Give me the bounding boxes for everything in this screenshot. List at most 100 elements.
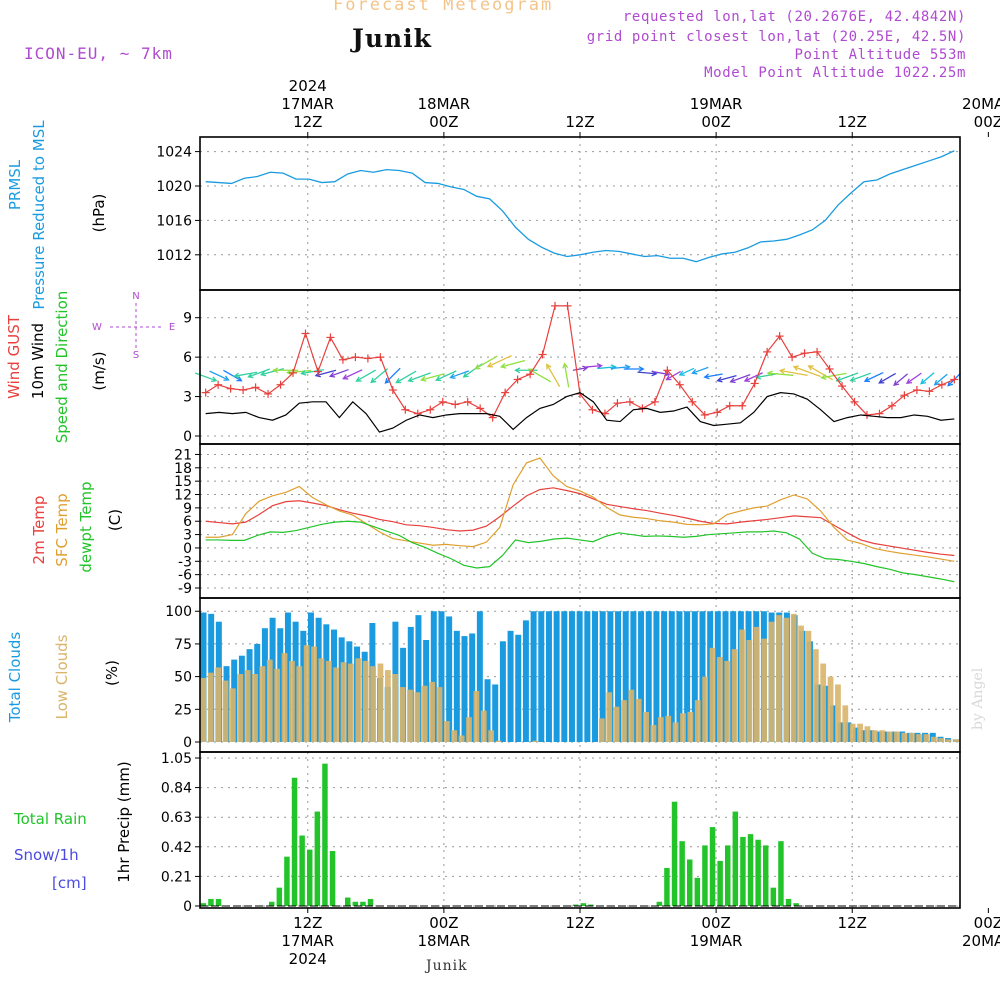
low-cloud-bar [694,700,701,742]
low-cloud-bar [812,649,819,742]
total-cloud-bar [277,628,284,742]
wind-direction-arrowhead [820,374,827,380]
rain-bar [770,887,777,906]
total-cloud-bar [284,612,291,742]
y-tick-label: 1020 [156,179,192,195]
wind-direction-arrowhead [766,370,773,377]
wind-direction-arrowhead [546,363,552,370]
low-cloud-bar [871,730,878,742]
total-cloud-bar [446,616,453,742]
low-cloud-bar [230,688,236,742]
wind-direction-arrow [934,373,948,386]
y-tick-label: -3 [178,554,192,570]
rain-bar [732,811,739,906]
low-cloud-bar [650,725,657,742]
low-cloud-bar [886,731,893,742]
low-cloud-bar [635,698,642,742]
panel-label: (m/s) [90,351,108,390]
wind-direction-arrow [666,370,681,381]
low-cloud-bar [783,617,790,742]
rain-bar [778,841,784,906]
low-cloud-bar [318,658,325,742]
low-cloud-bar [252,674,258,742]
low-cloud-bar [879,730,886,742]
panel-label: (hPa) [90,194,108,233]
time-label-bottom: 17MAR [281,932,334,950]
time-label-bottom: 2024 [289,950,327,968]
low-cloud-bar [798,625,804,742]
wind-direction-arrowhead [893,380,900,387]
total-cloud-bar [200,612,207,742]
wind-direction-arrow [793,366,821,378]
low-cloud-bar [348,663,354,742]
total-cloud-bar [438,611,445,742]
wind-direction-arrow [893,373,909,386]
wind-direction-arrow [436,370,457,381]
compass-south-label: S [133,350,139,361]
wind-direction-arrowhead [562,362,569,369]
wind-direction-arrowhead [384,377,391,384]
y-tick-label: 6 [183,514,192,530]
y-tick-label: 15 [174,474,192,490]
wind-direction-arrowhead [703,373,710,380]
panel-label: Speed and Direction [53,291,71,444]
y-tick-label: 0.84 [161,781,192,797]
y-tick-label: -6 [178,568,192,584]
panel-label: PRMSL [6,159,24,210]
panel-label: Total Rain [13,810,87,828]
wind-direction-arrowhead [905,378,913,384]
total-cloud-bar [538,611,545,742]
low-cloud-bar [370,666,376,742]
wind-direction-arrowhead [835,376,842,383]
low-cloud-bar [643,711,649,742]
total-cloud-bar [630,611,637,742]
wind-direction-arrow [194,372,217,382]
y-tick-label: 0 [183,899,192,915]
low-cloud-bar [916,734,922,742]
time-label-bottom: 12Z [838,914,867,932]
panel-label: Total Clouds [6,632,24,724]
point-altitude: Point Altitude 553m [794,47,966,63]
low-cloud-bar [303,645,310,742]
wind-direction-arrow [385,367,401,384]
rain-bar [200,903,207,906]
low-cloud-bar [709,647,716,742]
compass-west-label: W [92,322,102,333]
wind-direction-arrowhead [678,370,685,376]
low-cloud-bar [488,730,495,742]
rain-bar [656,901,663,906]
low-cloud-bar [296,666,303,742]
wind-direction-arrowhead [395,377,402,384]
low-cloud-bar [355,658,362,742]
wind-direction-arrow [808,365,834,381]
panel-label: Pressure Reduced to MSL [30,120,48,310]
wind-direction-arrowhead [665,375,672,381]
low-cloud-bar [429,681,435,742]
y-tick-label: 0 [183,735,192,751]
wind-direction-arrow [878,372,896,384]
time-label-bottom: 20MAR [962,932,1000,950]
wind-direction-arrow [864,372,884,382]
wind-direction-arrowhead [407,376,414,383]
rain-bar [694,877,701,906]
y-tick-label: 50 [174,670,192,686]
rain-bar [580,903,587,906]
low-cloud-bar [281,653,288,742]
low-cloud-bar [717,657,723,742]
total-cloud-bar [845,722,852,742]
y-tick-label: 100 [165,604,192,620]
wind-direction-arrow [906,372,922,384]
low-cloud-bar [362,660,369,742]
wind-direction-arrowhead [342,374,349,380]
time-label-top: 00Z [974,113,1000,131]
total-cloud-bar [515,634,522,742]
low-cloud-bar [923,734,930,742]
rain-bar [793,903,799,906]
y-tick-label: 1024 [156,145,192,161]
total-cloud-bar [684,611,691,742]
wind-direction-arrow [450,370,470,379]
low-cloud-bar [628,689,635,742]
y-tick-label: 9 [183,311,192,327]
wind-direction-arrowhead [863,376,871,383]
wind-speed-line [205,391,955,433]
